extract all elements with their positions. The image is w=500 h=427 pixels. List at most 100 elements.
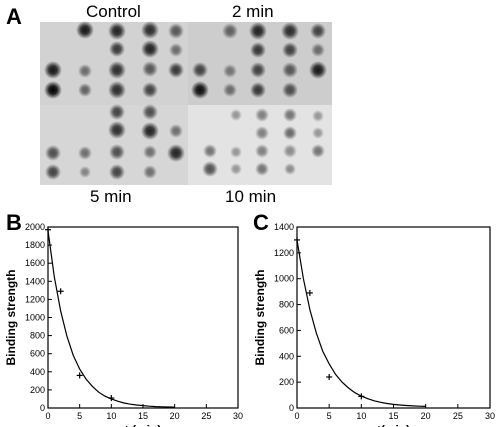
blot-spot bbox=[168, 23, 184, 39]
y-tick-label: 200 bbox=[279, 377, 294, 387]
data-point bbox=[108, 395, 115, 402]
blot-spot bbox=[283, 108, 297, 122]
array-label-control: Control bbox=[86, 2, 141, 21]
blot-spot bbox=[45, 145, 61, 161]
blot-spot bbox=[230, 146, 242, 158]
x-tick-label: 15 bbox=[138, 411, 148, 421]
blot-spot bbox=[143, 145, 157, 159]
x-tick-label: 5 bbox=[327, 411, 332, 421]
y-axis-label: Binding strength bbox=[4, 270, 18, 366]
y-tick-label: 1400 bbox=[25, 276, 45, 286]
x-axis-label: t(min) bbox=[377, 423, 410, 427]
blot-spot bbox=[250, 62, 266, 78]
x-tick-label: 10 bbox=[106, 411, 116, 421]
blot-spot bbox=[223, 83, 237, 97]
x-tick-label: 30 bbox=[485, 411, 495, 421]
y-tick-label: 800 bbox=[30, 331, 45, 341]
blot-spot bbox=[78, 64, 92, 78]
chart-c: 0 5 10 15 20 25 30 0 200 400 600 800 1000 1200 1400 t(m… bbox=[253, 222, 495, 427]
y-tick-label: 0 bbox=[40, 403, 45, 413]
blot-spot bbox=[309, 61, 327, 79]
chart-b: 0 5 10 15 20 25 30 0 200 400 600 800 1000 1200 1400 160… bbox=[4, 222, 243, 427]
x-tick-label: 20 bbox=[421, 411, 431, 421]
array-label-5min: 5 min bbox=[90, 187, 132, 206]
blot-spot bbox=[282, 82, 298, 98]
blot-spot bbox=[169, 43, 183, 57]
blot-spot bbox=[45, 164, 61, 180]
blot-spot bbox=[78, 83, 92, 97]
blot-spot bbox=[108, 22, 126, 40]
blot-spot bbox=[312, 110, 324, 122]
blot-spot bbox=[108, 61, 126, 79]
blot-spot bbox=[108, 121, 126, 139]
blot-spot bbox=[168, 62, 184, 78]
blot-spot bbox=[282, 42, 298, 58]
plot-frame bbox=[296, 226, 491, 409]
blot-spot bbox=[141, 40, 159, 58]
blot-spot bbox=[311, 144, 325, 158]
array-label-2min: 2 min bbox=[232, 2, 274, 21]
blot-spot bbox=[283, 126, 297, 140]
x-axis-label: t (min) bbox=[125, 423, 162, 427]
panel-b-letter: B bbox=[6, 210, 22, 235]
y-tick-label: 0 bbox=[289, 403, 294, 413]
blot-spot bbox=[255, 144, 269, 158]
plot-frame bbox=[47, 226, 239, 409]
fit-curve bbox=[296, 239, 426, 407]
y-tick-label: 1200 bbox=[274, 248, 294, 258]
blot-spot bbox=[109, 164, 125, 180]
x-tick-label: 30 bbox=[233, 411, 243, 421]
array-label-10min: 10 min bbox=[225, 187, 277, 206]
blot-spot bbox=[222, 23, 238, 39]
y-tick-label: 400 bbox=[279, 351, 294, 361]
blot-spot bbox=[230, 163, 242, 175]
y-tick-label: 800 bbox=[279, 300, 294, 310]
blot-spot bbox=[255, 162, 269, 176]
y-tick-label: 600 bbox=[279, 325, 294, 335]
blot-spot bbox=[283, 144, 297, 158]
blot-spot bbox=[109, 144, 125, 160]
blot-spot bbox=[78, 146, 92, 160]
blot-spot bbox=[312, 127, 324, 139]
blot-spot bbox=[255, 108, 269, 122]
data-point bbox=[294, 236, 300, 243]
dot-blot-image bbox=[40, 21, 332, 185]
x-tick-label: 20 bbox=[170, 411, 180, 421]
y-tick-label: 1400 bbox=[274, 222, 294, 232]
blot-spot bbox=[167, 144, 185, 162]
blot-spot bbox=[44, 81, 62, 99]
blot-spot bbox=[250, 82, 266, 98]
blot-spot bbox=[143, 165, 157, 179]
blot-spot bbox=[281, 22, 299, 40]
blot-spot bbox=[202, 161, 218, 177]
blot-spot bbox=[141, 21, 159, 39]
x-tick-label: 0 bbox=[45, 411, 50, 421]
blot-spot bbox=[255, 126, 269, 140]
blot-spot bbox=[230, 109, 242, 121]
x-tick-label: 5 bbox=[77, 411, 82, 421]
data-point bbox=[326, 373, 333, 380]
blot-spot bbox=[108, 81, 126, 99]
y-tick-label: 1800 bbox=[25, 240, 45, 250]
blot-spot bbox=[142, 104, 158, 120]
blot-spot bbox=[192, 62, 208, 78]
blot-spot bbox=[79, 166, 91, 178]
data-point bbox=[57, 288, 64, 295]
panel-c-letter: C bbox=[253, 210, 269, 235]
blot-spot bbox=[169, 124, 183, 138]
blot-spot bbox=[44, 61, 62, 79]
panel-a-letter: A bbox=[6, 4, 22, 29]
data-point bbox=[306, 289, 313, 296]
blot-spot bbox=[191, 81, 209, 99]
y-tick-label: 1000 bbox=[274, 274, 294, 284]
data-point bbox=[358, 393, 365, 400]
x-tick-label: 25 bbox=[201, 411, 211, 421]
x-tick-label: 25 bbox=[453, 411, 463, 421]
y-tick-label: 1200 bbox=[25, 294, 45, 304]
blot-spot bbox=[311, 43, 325, 57]
blot-spot bbox=[142, 82, 158, 98]
blot-spot bbox=[109, 104, 125, 120]
x-tick-label: 10 bbox=[356, 411, 366, 421]
y-axis-label: Binding strength bbox=[253, 270, 267, 366]
